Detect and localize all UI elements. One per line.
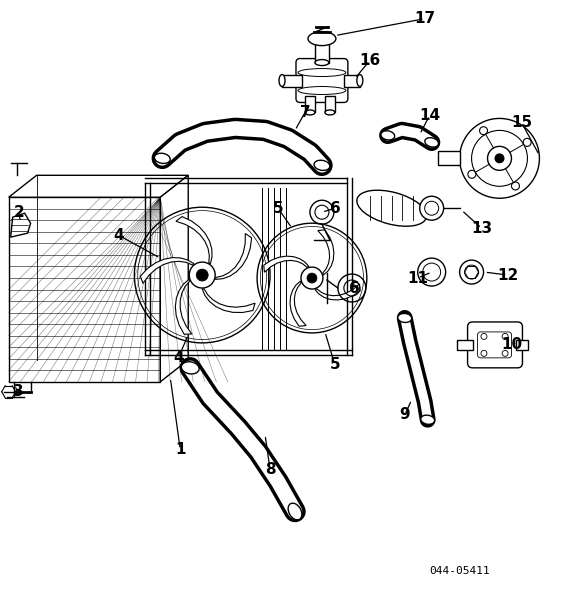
- Text: 5: 5: [329, 358, 340, 373]
- Polygon shape: [11, 213, 30, 237]
- Text: 12: 12: [497, 268, 518, 283]
- Ellipse shape: [288, 503, 302, 520]
- Text: 1: 1: [175, 442, 185, 457]
- Ellipse shape: [381, 131, 395, 140]
- Text: 11: 11: [407, 271, 428, 286]
- Text: 13: 13: [471, 221, 492, 236]
- Text: 4: 4: [173, 350, 184, 365]
- Bar: [315, 41, 329, 62]
- Circle shape: [494, 154, 504, 163]
- Circle shape: [196, 269, 208, 281]
- Ellipse shape: [325, 110, 335, 115]
- Text: 6: 6: [329, 201, 340, 216]
- Ellipse shape: [305, 110, 315, 115]
- Text: 4: 4: [113, 227, 123, 242]
- Bar: [282, 74, 302, 86]
- Bar: [457, 340, 473, 350]
- Text: 6: 6: [349, 281, 360, 296]
- Circle shape: [189, 262, 215, 288]
- Text: 9: 9: [400, 407, 410, 422]
- Text: 5: 5: [273, 201, 283, 216]
- Text: 7: 7: [300, 105, 310, 120]
- Polygon shape: [176, 217, 212, 264]
- Ellipse shape: [181, 362, 199, 374]
- Ellipse shape: [154, 153, 170, 163]
- FancyBboxPatch shape: [296, 59, 348, 103]
- Ellipse shape: [421, 415, 435, 424]
- Circle shape: [419, 196, 443, 220]
- Polygon shape: [9, 175, 188, 197]
- Text: 044-05411: 044-05411: [429, 566, 490, 577]
- Polygon shape: [264, 256, 309, 272]
- Bar: [305, 97, 315, 112]
- Text: 8: 8: [265, 462, 276, 477]
- Ellipse shape: [315, 59, 329, 65]
- Text: 3: 3: [13, 384, 24, 399]
- Circle shape: [307, 273, 317, 283]
- Ellipse shape: [308, 32, 336, 46]
- Polygon shape: [215, 233, 252, 280]
- Ellipse shape: [315, 38, 329, 44]
- Text: 10: 10: [501, 337, 522, 352]
- Polygon shape: [176, 280, 192, 334]
- Ellipse shape: [279, 74, 285, 86]
- Text: 15: 15: [511, 115, 532, 130]
- Polygon shape: [202, 289, 255, 313]
- Bar: [517, 340, 528, 350]
- Ellipse shape: [357, 74, 363, 86]
- Polygon shape: [160, 175, 188, 382]
- Text: 16: 16: [359, 53, 380, 68]
- Text: 2: 2: [13, 205, 24, 220]
- Bar: [344, 74, 360, 86]
- Bar: [9, 197, 160, 382]
- Text: 17: 17: [414, 11, 435, 26]
- Bar: [325, 97, 335, 112]
- Polygon shape: [318, 230, 334, 275]
- Ellipse shape: [314, 160, 330, 170]
- Polygon shape: [140, 257, 194, 283]
- Circle shape: [460, 118, 539, 198]
- Ellipse shape: [357, 190, 426, 226]
- Bar: [438, 151, 460, 166]
- Circle shape: [487, 146, 511, 170]
- Text: 14: 14: [419, 108, 441, 123]
- FancyBboxPatch shape: [467, 322, 522, 368]
- Ellipse shape: [425, 137, 439, 147]
- Circle shape: [301, 267, 323, 289]
- Polygon shape: [315, 284, 360, 300]
- Ellipse shape: [398, 313, 412, 322]
- Polygon shape: [290, 281, 306, 326]
